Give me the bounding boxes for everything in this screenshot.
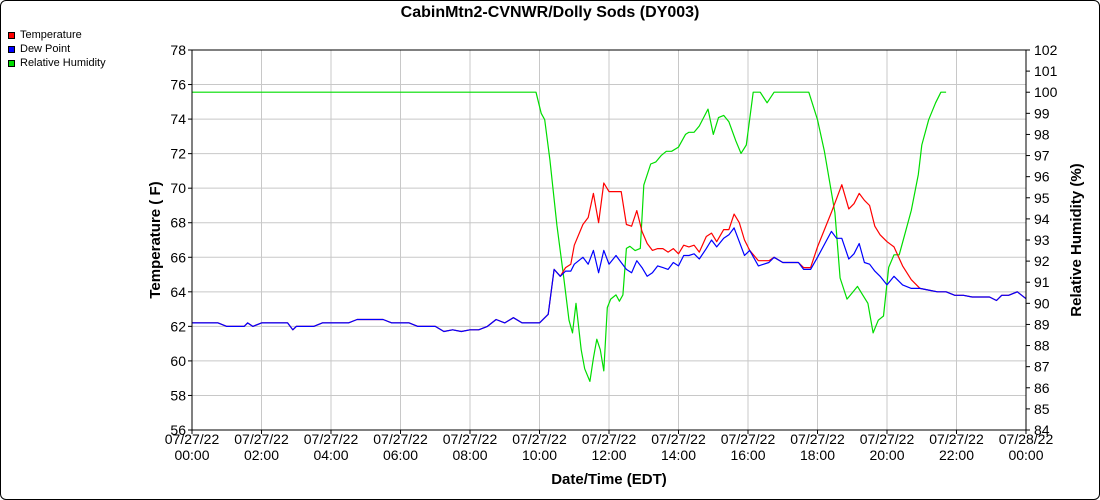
y-tick-label: 68	[170, 215, 186, 231]
y-tick-label: 58	[170, 387, 186, 403]
y-tick-label: 78	[170, 42, 186, 58]
y2-tick-label: 94	[1034, 211, 1050, 227]
series-line-relative-humidity	[192, 91, 947, 382]
y2-tick-label: 92	[1034, 253, 1050, 269]
legend-label-temperature: Temperature	[20, 29, 82, 41]
y-tick-label: 56	[170, 422, 186, 438]
x-tick-label: 07/27/22 04:00	[304, 431, 359, 463]
y2-axis-title: Relative Humidity (%)	[1068, 163, 1085, 316]
y2-tick-label: 100	[1034, 84, 1058, 100]
x-tick-time: 00:00	[174, 447, 209, 463]
y-tick-label: 74	[170, 111, 186, 127]
y2-tick-label: 84	[1034, 422, 1050, 438]
y2-tick-label: 96	[1034, 169, 1050, 185]
y-tick-label: 60	[170, 353, 186, 369]
x-tick-date: 07/27/22	[165, 431, 220, 447]
x-tick-label: 07/28/22 00:00	[999, 431, 1054, 463]
x-tick-time: 06:00	[383, 447, 418, 463]
x-tick-label: 07/27/22 16:00	[721, 431, 776, 463]
x-tick-date: 07/27/22	[929, 431, 984, 447]
y2-tick-label: 102	[1034, 42, 1058, 58]
series-line-dew-point	[192, 227, 1027, 333]
x-tick-date: 07/27/22	[790, 431, 845, 447]
x-tick-time: 08:00	[452, 447, 487, 463]
x-tick-label: 07/27/22 02:00	[234, 431, 289, 463]
x-axis-title: Date/Time (EDT)	[551, 471, 667, 488]
y2-tick-label: 98	[1034, 126, 1050, 142]
y-axis-title: Temperature ( F)	[147, 181, 164, 298]
y-tick-label: 66	[170, 249, 186, 265]
y2-tick-label: 88	[1034, 338, 1050, 354]
x-tick-time: 18:00	[800, 447, 835, 463]
y2-tick-label: 93	[1034, 232, 1050, 248]
legend-label-relative-humidity: Relative Humidity	[20, 57, 106, 69]
y2-tick-label: 89	[1034, 316, 1050, 332]
x-tick-time: 14:00	[661, 447, 696, 463]
x-tick-time: 10:00	[522, 447, 557, 463]
legend-item-dew-point: Dew Point	[8, 42, 106, 56]
y-tick-label: 76	[170, 77, 186, 93]
legend-label-dew-point: Dew Point	[20, 43, 71, 55]
y-tick-label: 72	[170, 146, 186, 162]
y2-tick-label: 86	[1034, 380, 1050, 396]
legend-swatch-temperature	[8, 31, 15, 39]
x-tick-label: 07/27/22 12:00	[582, 431, 637, 463]
y2-tick-label: 90	[1034, 295, 1050, 311]
x-tick-date: 07/27/22	[373, 431, 428, 447]
legend-item-temperature: Temperature	[8, 28, 106, 42]
legend-item-relative-humidity: Relative Humidity	[8, 56, 106, 70]
x-tick-time: 16:00	[730, 447, 765, 463]
y2-tick-label: 85	[1034, 401, 1050, 417]
x-tick-label: 07/27/22 18:00	[790, 431, 845, 463]
x-tick-label: 07/27/22 20:00	[860, 431, 915, 463]
x-tick-time: 00:00	[1008, 447, 1043, 463]
x-tick-date: 07/27/22	[721, 431, 776, 447]
y-tick-label: 62	[170, 318, 186, 334]
legend: Temperature Dew Point Relative Humidity	[8, 28, 106, 70]
y2-tick-label: 87	[1034, 359, 1050, 375]
x-tick-date: 07/27/22	[582, 431, 637, 447]
y-tick-label: 64	[170, 284, 186, 300]
x-tick-time: 04:00	[313, 447, 348, 463]
chart-title: CabinMtn2-CVNWR/Dolly Sods (DY003)	[400, 4, 700, 21]
y2-tick-label: 91	[1034, 274, 1050, 290]
x-tick-date: 07/27/22	[443, 431, 498, 447]
x-tick-date: 07/27/22	[651, 431, 706, 447]
x-tick-label: 07/27/22 00:00	[165, 431, 220, 463]
x-tick-time: 20:00	[869, 447, 904, 463]
y-tick-label: 70	[170, 180, 186, 196]
x-tick-date: 07/27/22	[512, 431, 567, 447]
x-tick-date: 07/27/22	[304, 431, 359, 447]
x-tick-date: 07/27/22	[234, 431, 289, 447]
series-layer	[192, 91, 1027, 382]
x-tick-date: 07/27/22	[860, 431, 915, 447]
y2-tick-label: 97	[1034, 148, 1050, 164]
y2-tick-label: 101	[1034, 63, 1058, 79]
x-tick-label: 07/27/22 08:00	[443, 431, 498, 463]
y2-tick-label: 95	[1034, 190, 1050, 206]
legend-swatch-dew-point	[8, 45, 15, 53]
x-tick-label: 07/27/22 14:00	[651, 431, 706, 463]
x-tick-time: 22:00	[939, 447, 974, 463]
grid-lines	[191, 49, 1027, 431]
x-tick-time: 12:00	[591, 447, 626, 463]
x-tick-label: 07/27/22 10:00	[512, 431, 567, 463]
legend-swatch-relative-humidity	[8, 59, 15, 67]
y2-tick-label: 99	[1034, 105, 1050, 121]
x-tick-label: 07/27/22 22:00	[929, 431, 984, 463]
x-tick-date: 07/28/22	[999, 431, 1054, 447]
x-tick-time: 02:00	[244, 447, 279, 463]
x-tick-label: 07/27/22 06:00	[373, 431, 428, 463]
